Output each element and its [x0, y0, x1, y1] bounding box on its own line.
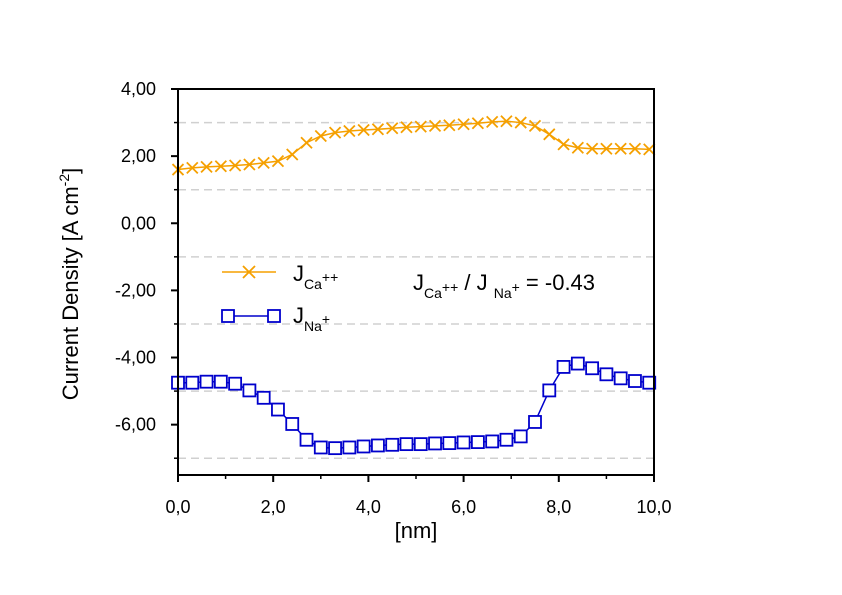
y-tick-label: 2,00: [121, 146, 156, 166]
data-point: [543, 128, 556, 141]
data-point: [585, 361, 600, 376]
legend-marker-na-icon-right: [267, 309, 281, 323]
data-point: [186, 161, 199, 175]
data-point: [328, 126, 342, 139]
data-point: [228, 159, 242, 172]
x-tick-label: 0,0: [165, 497, 190, 517]
data-point: [528, 415, 542, 429]
data-point: [399, 437, 414, 452]
data-point: [243, 158, 256, 171]
legend-marker-na-icon-left: [221, 309, 235, 323]
data-point: [371, 123, 385, 136]
data-point: [385, 437, 400, 452]
data-point: [328, 441, 342, 456]
data-point: [199, 374, 214, 389]
series-line: [177, 120, 650, 171]
data-point: [313, 440, 328, 455]
x-tick-label: 10,0: [636, 497, 671, 517]
data-point: [500, 115, 513, 128]
data-point: [356, 439, 371, 454]
data-point: [286, 148, 299, 161]
data-point: [599, 367, 614, 382]
y-axis-title-exponent: -2: [56, 174, 72, 187]
data-point: [200, 160, 213, 174]
y-tick-label: 4,00: [121, 79, 156, 99]
data-point: [642, 375, 657, 390]
data-point: [471, 117, 485, 130]
data-point: [643, 143, 656, 156]
data-point: [228, 376, 243, 391]
data-point: [443, 119, 456, 132]
data-point: [256, 390, 271, 405]
legend-item-na: JNa+: [221, 303, 330, 334]
x-tick-label: 6,0: [451, 497, 476, 517]
legend: JCa++ JNa+: [221, 261, 338, 334]
data-point: [557, 138, 570, 151]
data-point: [300, 136, 313, 149]
data-point: [413, 437, 428, 452]
data-point: [613, 371, 628, 386]
data-series: [171, 115, 657, 456]
data-point: [285, 417, 300, 431]
data-point: [513, 429, 528, 444]
data-point: [428, 436, 442, 451]
y-tick-label: -6,00: [115, 415, 156, 435]
x-tick-label: 4,0: [356, 497, 381, 517]
data-point: [428, 119, 442, 133]
y-tick-label: 0,00: [121, 213, 156, 233]
data-point: [214, 160, 227, 173]
data-point: [185, 375, 200, 390]
x-tick-label: 2,0: [261, 497, 286, 517]
series-line: [178, 362, 650, 449]
data-point: [570, 356, 585, 371]
data-point: [614, 142, 627, 155]
legend-label-na: JNa+: [293, 303, 330, 334]
data-point: [499, 432, 514, 447]
legend-label-ca: JCa++: [293, 261, 338, 292]
data-point: [456, 435, 471, 450]
series-na: [171, 356, 657, 456]
series-ca: [171, 115, 656, 176]
y-tick-label: -4,00: [115, 348, 156, 368]
data-point: [314, 129, 327, 143]
data-point: [386, 122, 399, 135]
data-point: [470, 435, 485, 450]
data-point: [357, 123, 370, 137]
data-point: [414, 120, 427, 133]
legend-item-ca: JCa++: [222, 261, 338, 292]
data-point: [213, 374, 228, 389]
x-tick-label: 8,0: [546, 497, 571, 517]
data-point: [299, 432, 314, 447]
data-point: [271, 155, 285, 168]
data-point: [571, 141, 584, 154]
data-point: [514, 116, 527, 129]
data-point: [371, 438, 385, 453]
data-point: [486, 115, 499, 129]
data-point: [485, 434, 500, 449]
y-axis-title: Current Density [A cm-2]: [56, 168, 83, 401]
data-point: [242, 383, 257, 398]
data-point: [342, 440, 357, 455]
data-point: [271, 402, 285, 417]
data-point: [442, 436, 457, 451]
y-tick-label: -2,00: [115, 280, 156, 300]
data-point: [585, 142, 599, 155]
data-point: [400, 121, 413, 134]
data-point: [542, 383, 557, 398]
data-point: [628, 142, 642, 155]
data-point: [257, 156, 270, 169]
ratio-annotation: JCa++ / J Na+ = -0.43: [413, 270, 595, 301]
data-point: [343, 124, 356, 138]
axis-ticks: 0,0 2,0 4,0 6,0 8,0 10,0 4,00 2,00 0,00 -2,00 -4,0…: [115, 79, 672, 517]
data-point: [600, 142, 613, 155]
data-point: [528, 119, 542, 133]
legend-marker-ca-icon: [242, 265, 256, 279]
data-point: [556, 360, 571, 374]
data-point: [457, 118, 470, 131]
data-point: [628, 374, 642, 388]
x-axis-title: [nm]: [395, 518, 438, 543]
